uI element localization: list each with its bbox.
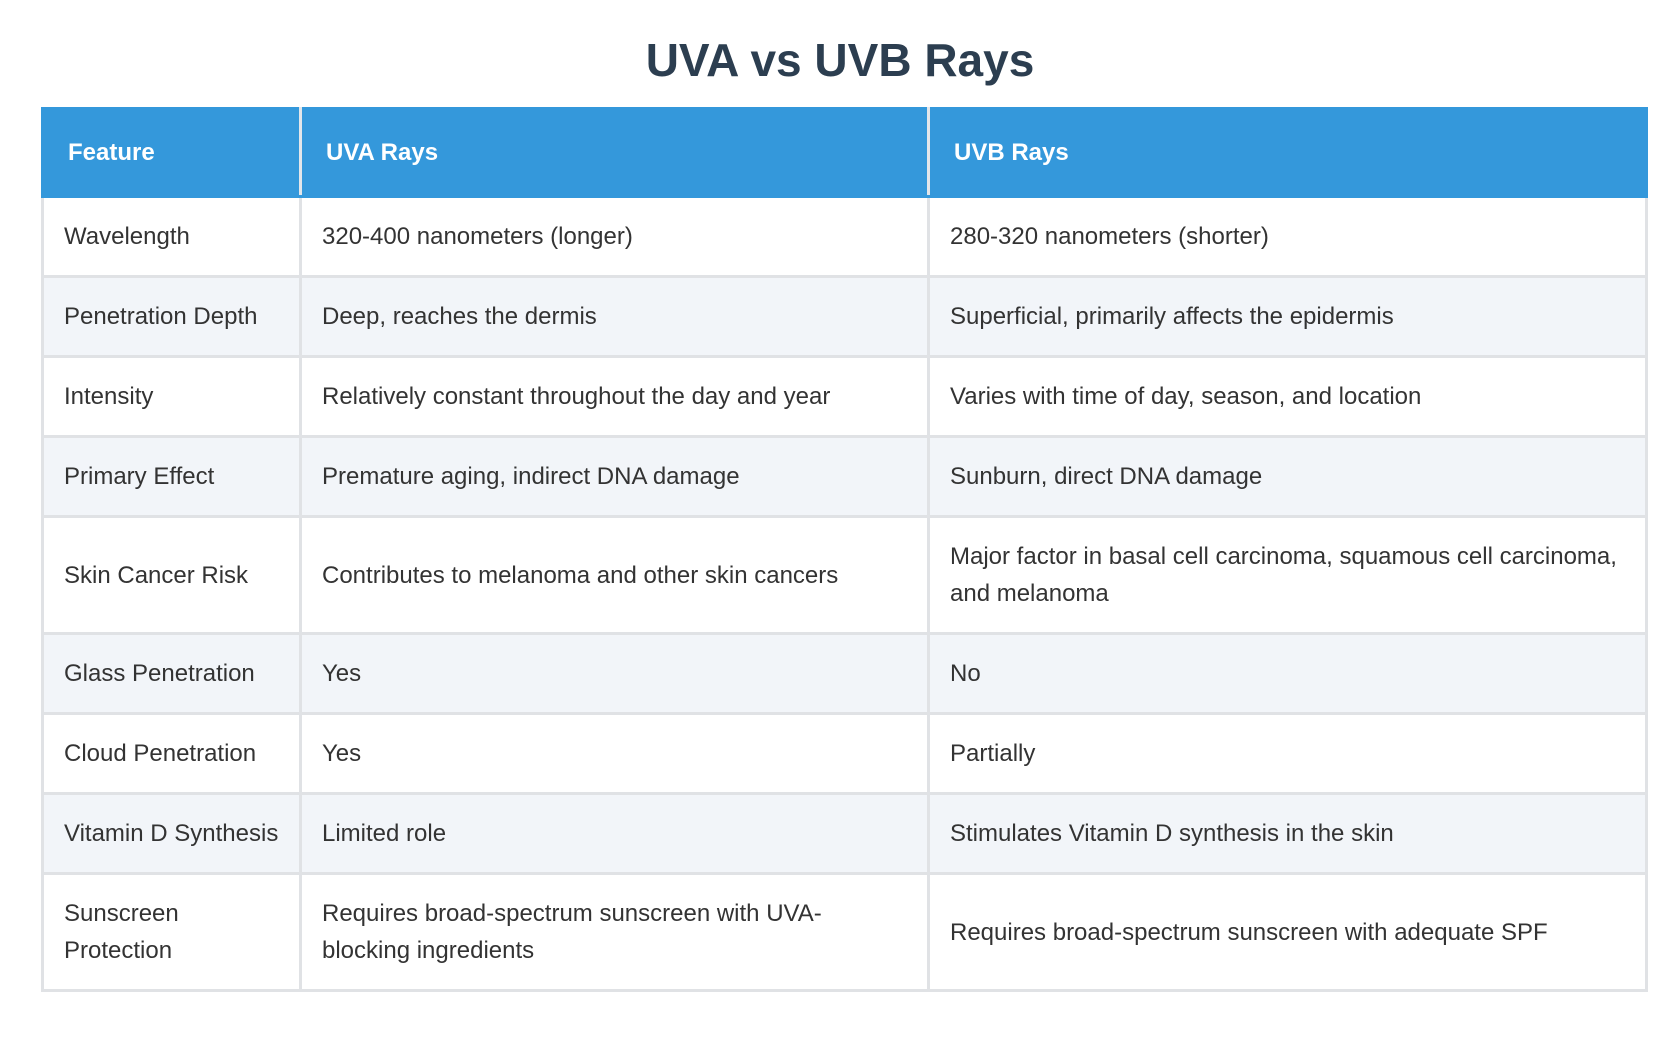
table-cell: Contributes to melanoma and other skin c… bbox=[299, 515, 930, 635]
table-row: Skin Cancer Risk Contributes to melanoma … bbox=[41, 515, 1648, 635]
comparison-table: Feature UVA Rays UVB Rays Wavelength 320-40… bbox=[41, 107, 1648, 992]
table-cell: Partially bbox=[927, 712, 1648, 795]
feature-cell: Penetration Depth bbox=[41, 275, 302, 358]
table-cell: No bbox=[927, 632, 1648, 715]
feature-cell: Intensity bbox=[41, 355, 302, 438]
feature-cell: Primary Effect bbox=[41, 435, 302, 518]
feature-cell: Skin Cancer Risk bbox=[41, 515, 302, 635]
feature-cell: Cloud Penetration bbox=[41, 712, 302, 795]
table-cell: Requires broad-spectrum sunscreen with a… bbox=[927, 872, 1648, 992]
table-row: Cloud Penetration Yes Partially bbox=[41, 712, 1648, 795]
table-cell: Varies with time of day, season, and loc… bbox=[927, 355, 1648, 438]
table-row: Sunscreen Protection Requires broad-spect… bbox=[41, 872, 1648, 992]
table-cell: Major factor in basal cell carcinoma, sq… bbox=[927, 515, 1648, 635]
column-header: UVB Rays bbox=[927, 107, 1648, 198]
table-cell: Yes bbox=[299, 632, 930, 715]
feature-cell: Wavelength bbox=[41, 195, 302, 278]
page-title: UVA vs UVB Rays bbox=[645, 34, 1035, 86]
table-row: Vitamin D Synthesis Limited role Stimulate… bbox=[41, 792, 1648, 875]
table-cell: Deep, reaches the dermis bbox=[299, 275, 930, 358]
table-row: Glass Penetration Yes No bbox=[41, 632, 1648, 715]
feature-cell: Sunscreen Protection bbox=[41, 872, 302, 992]
column-header: Feature bbox=[41, 107, 302, 198]
table-row: Penetration Depth Deep, reaches the dermi… bbox=[41, 275, 1648, 358]
table-cell: 320-400 nanometers (longer) bbox=[299, 195, 930, 278]
table-cell: Requires broad-spectrum sunscreen with U… bbox=[299, 872, 930, 992]
table-cell: Relatively constant throughout the day a… bbox=[299, 355, 930, 438]
feature-cell: Vitamin D Synthesis bbox=[41, 792, 302, 875]
table-cell: Stimulates Vitamin D synthesis in the sk… bbox=[927, 792, 1648, 875]
feature-cell: Glass Penetration bbox=[41, 632, 302, 715]
table-cell: Premature aging, indirect DNA damage bbox=[299, 435, 930, 518]
table-row: Intensity Relatively constant throughout … bbox=[41, 355, 1648, 438]
table-row: Wavelength 320-400 nanometers (longer) 280… bbox=[41, 195, 1648, 278]
table-cell: 280-320 nanometers (shorter) bbox=[927, 195, 1648, 278]
table-cell: Yes bbox=[299, 712, 930, 795]
table-cell: Superficial, primarily affects the epide… bbox=[927, 275, 1648, 358]
table-cell: Limited role bbox=[299, 792, 930, 875]
table-row: Primary Effect Premature aging, indirect … bbox=[41, 435, 1648, 518]
header-row: Feature UVA Rays UVB Rays bbox=[41, 107, 1648, 198]
column-header: UVA Rays bbox=[299, 107, 930, 198]
table-body: Wavelength 320-400 nanometers (longer) 280… bbox=[41, 195, 1648, 992]
table-cell: Sunburn, direct DNA damage bbox=[927, 435, 1648, 518]
